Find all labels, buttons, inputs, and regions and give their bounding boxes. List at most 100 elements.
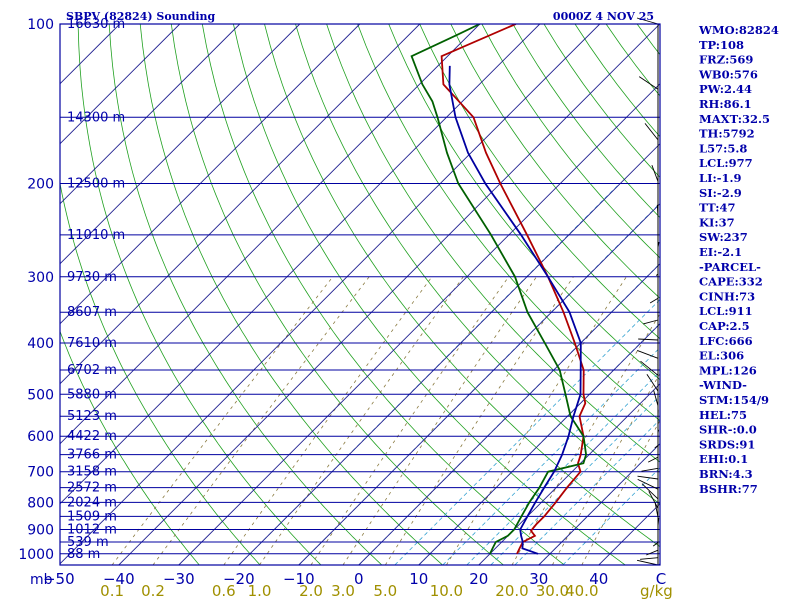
pressure-axis-label: mb [30, 572, 53, 588]
wind-barb [655, 273, 659, 276]
isotherm [538, 443, 660, 565]
index-line: SHR-:0.0 [699, 423, 757, 437]
index-line: LFC:666 [699, 334, 753, 348]
pressure-tick-label: 800 [27, 495, 54, 511]
wind-barb [637, 478, 659, 490]
wind-barb [646, 373, 659, 392]
moist-adiabat [490, 395, 660, 565]
wind-barb [638, 76, 659, 90]
height-label: 2024 m [67, 495, 117, 510]
height-label: 539 m [67, 535, 109, 550]
index-line: -PARCEL- [699, 260, 761, 274]
index-line: SRDS:91 [699, 437, 755, 451]
mixing-ratio-line [152, 276, 370, 565]
wind-barb [640, 557, 659, 560]
index-line: LCL:911 [699, 304, 753, 318]
isotherm [60, 24, 481, 445]
index-line: CAPE:332 [699, 275, 763, 289]
isotherm [418, 323, 660, 565]
isotherm [60, 24, 541, 505]
isotherm [238, 143, 660, 565]
height-label: 3766 m [67, 448, 117, 463]
dry-adiabat [450, 24, 660, 299]
mixing-ratio-tick-label: 40.0 [565, 582, 598, 600]
index-line: MPL:126 [699, 363, 757, 377]
dry-adiabat [481, 24, 660, 259]
wind-barb [657, 429, 660, 433]
index-line: PW:2.44 [699, 82, 752, 96]
index-line: TH:5792 [699, 127, 755, 141]
mixing-ratio-tick-label: 2.0 [299, 582, 323, 600]
mixing-ratio-unit: g/kg [640, 582, 673, 600]
isotherm [60, 24, 301, 265]
temperature-axis-end-label: C [656, 570, 666, 588]
parcel-line [448, 65, 582, 555]
index-line: EL:306 [699, 349, 744, 363]
index-line: L57:5.8 [699, 141, 747, 155]
wind-barb [643, 319, 659, 325]
dry-adiabat [326, 24, 660, 463]
height-label: 12500 m [67, 177, 125, 192]
isotherm [60, 24, 241, 205]
index-line: WMO:82824 [698, 23, 779, 37]
wind-barb [651, 165, 659, 182]
mixing-ratio-tick-label: 1.0 [248, 582, 272, 600]
index-line: BSHR:77 [699, 482, 758, 496]
dry-adiabat [139, 24, 443, 565]
height-label: 1509 m [67, 509, 117, 524]
height-label: 5880 m [67, 387, 117, 402]
mixing-ratio-line [310, 276, 509, 565]
pressure-tick-label: 1000 [18, 547, 54, 563]
moist-adiabat [514, 419, 660, 565]
mixing-ratio-line [342, 276, 537, 565]
temperature-tick-label: 30 [529, 570, 548, 588]
dry-adiabat [77, 24, 322, 565]
wind-barb [636, 17, 659, 25]
index-line: LI:-1.9 [699, 171, 742, 185]
temperature-tick-label: −30 [163, 570, 195, 588]
wind-barb [649, 297, 659, 304]
mixing-ratio-tick-label: 0.2 [141, 582, 165, 600]
wind-barb [646, 549, 659, 556]
wind-barb [641, 467, 659, 472]
wind-barb [647, 456, 659, 463]
wind-barb [641, 483, 659, 500]
index-line: EI:-2.1 [699, 245, 742, 259]
index-line: LCL:977 [699, 156, 753, 170]
temperature-tick-label: 20 [469, 570, 488, 588]
temperature-line [440, 24, 587, 555]
moist-adiabat [466, 371, 660, 565]
index-line: TP:108 [699, 38, 744, 52]
index-line: TT:47 [699, 201, 736, 215]
wind-barb [654, 444, 659, 449]
mixing-ratio-tick-label: 30.0 [536, 582, 569, 600]
pressure-tick-label: 600 [27, 429, 54, 445]
temperature-tick-label: −50 [43, 570, 75, 588]
isotherm [298, 203, 660, 565]
height-label: 7610 m [67, 336, 117, 351]
mixing-ratio-line [111, 276, 334, 565]
pressure-tick-label: 400 [27, 336, 54, 352]
height-label: 14300 m [67, 110, 125, 125]
pressure-tick-label: 200 [27, 177, 54, 193]
pressure-tick-label: 500 [27, 387, 54, 403]
wind-barb [644, 123, 659, 141]
index-line: HEL:75 [699, 408, 747, 422]
height-label: 4422 m [67, 429, 117, 444]
height-label: 11010 m [67, 228, 125, 243]
index-line: CAP:2.5 [699, 319, 750, 333]
temperature-tick-label: −20 [223, 570, 255, 588]
isotherm [60, 24, 421, 385]
plot-frame [59, 23, 661, 566]
temperature-tick-label: 0 [354, 570, 364, 588]
pressure-tick-label: 700 [27, 465, 54, 481]
index-line: -WIND- [699, 378, 747, 392]
valid-time: 0000Z 4 NOV 25 [553, 10, 654, 23]
dry-adiabat [419, 24, 660, 340]
mixing-ratio-tick-label: 10.0 [430, 582, 463, 600]
height-label: 9730 m [67, 270, 117, 285]
mixing-ratio-line [259, 276, 464, 565]
index-line: STM:154/9 [699, 393, 769, 407]
dry-adiabat [170, 24, 504, 565]
wind-barb [637, 559, 659, 566]
